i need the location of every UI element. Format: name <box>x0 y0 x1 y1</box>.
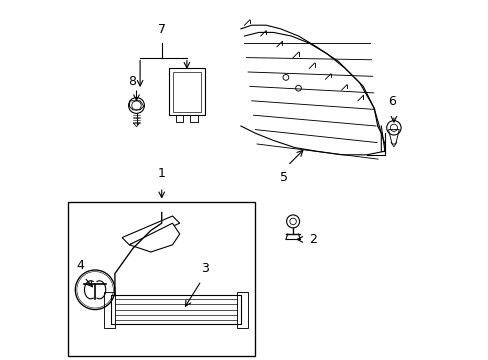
Bar <box>111 295 241 324</box>
Text: 8: 8 <box>128 75 136 87</box>
Polygon shape <box>129 101 143 110</box>
Text: 4: 4 <box>77 259 84 272</box>
Text: 6: 6 <box>387 95 395 108</box>
Bar <box>168 68 204 115</box>
Text: 7: 7 <box>157 23 165 36</box>
Text: 5: 5 <box>280 171 287 184</box>
Text: 1: 1 <box>158 167 165 180</box>
Text: 2: 2 <box>309 233 317 246</box>
Polygon shape <box>129 223 179 252</box>
Bar <box>237 292 247 328</box>
Bar <box>68 202 255 356</box>
Text: 3: 3 <box>201 262 208 275</box>
Bar <box>172 72 201 112</box>
Polygon shape <box>387 130 399 144</box>
Bar <box>104 292 115 328</box>
Polygon shape <box>122 216 179 245</box>
